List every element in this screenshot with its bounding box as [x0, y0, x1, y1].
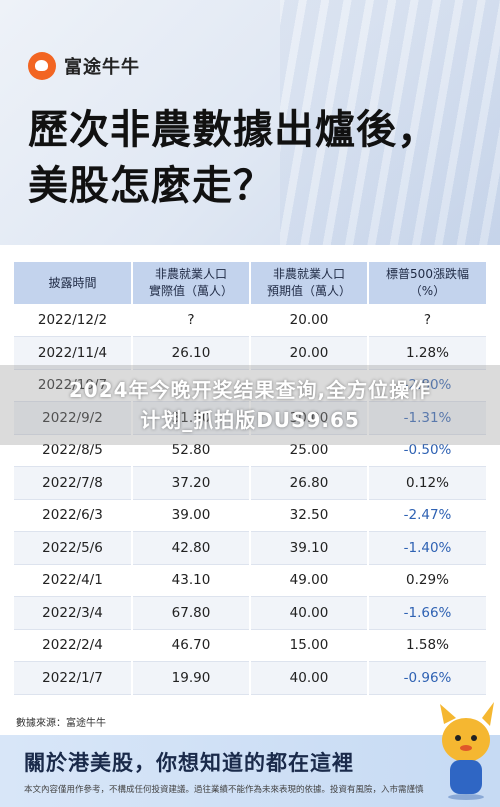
table-cell: -0.96% — [368, 661, 486, 695]
table-cell: 49.00 — [250, 564, 369, 597]
table-cell: 26.10 — [132, 336, 251, 370]
footer-title: 關於港美股，你想知道的都在這裡 — [24, 751, 354, 775]
table-cell: 39.00 — [132, 499, 251, 532]
table-row: 2022/4/1 43.10 49.00 0.29% — [14, 564, 486, 597]
table-row: 2022/5/6 42.80 39.10 -1.40% — [14, 531, 486, 565]
brand-name: 富途牛牛 — [64, 57, 140, 78]
table-cell: 2022/12/2 — [14, 304, 133, 337]
table-cell: 25.00 — [250, 434, 369, 467]
table-row: 2022/3/4 67.80 40.00 -1.66% — [14, 596, 486, 630]
table-cell: 2022/4/1 — [14, 564, 133, 597]
header-expected: 非農就業人口 預期值（萬人） — [250, 262, 369, 304]
table-cell: 2022/3/4 — [14, 596, 133, 630]
header-release-date: 披露時間 — [14, 262, 133, 304]
table-cell: 2022/1/7 — [14, 661, 133, 695]
table-row: 2022/7/8 37.20 26.80 0.12% — [14, 466, 486, 500]
table-cell: 30.00 — [250, 401, 369, 435]
table-cell: 43.10 — [132, 564, 251, 597]
table-cell: 40.00 — [250, 596, 369, 630]
table-cell: 42.80 — [132, 531, 251, 565]
table-cell: 2022/2/4 — [14, 629, 133, 662]
table-cell: 2022/8/5 — [14, 434, 133, 467]
table-cell: 2022/5/6 — [14, 531, 133, 565]
table-header-row: 披露時間 非農就業人口 實際值（萬人） 非農就業人口 預期值（萬人） 標普500漲跌… — [14, 262, 486, 304]
header-actual: 非農就業人口 實際值（萬人） — [132, 262, 251, 304]
table-cell: 1.28% — [368, 336, 486, 370]
table-cell: 46.70 — [132, 629, 251, 662]
table-cell: 2022/7/8 — [14, 466, 133, 500]
table-row: 2022/6/3 39.00 32.50 -2.47% — [14, 499, 486, 532]
watermark-overlay: 2024年今晚开奖结果查询,全方位操作 计划_抓拍版DUS9.65 — [0, 365, 500, 445]
table-row: 2022/10/7 -2.80% — [14, 369, 486, 402]
header-sp500-change: 標普500漲跌幅 （%） — [368, 262, 486, 304]
table-row: 2022/8/5 52.80 25.00 -0.50% — [14, 434, 486, 467]
table-cell: 2022/10/7 — [14, 369, 133, 402]
table-cell: 2022/9/2 — [14, 401, 133, 435]
brand-logo: 富途牛牛 — [28, 52, 140, 80]
table-row: 2022/2/4 46.70 15.00 1.58% — [14, 629, 486, 662]
table-cell: 1.58% — [368, 629, 486, 662]
table-cell: 67.80 — [132, 596, 251, 630]
table-cell: 40.00 — [250, 661, 369, 695]
table-cell: -1.40% — [368, 531, 486, 565]
table-cell: ? — [368, 304, 486, 337]
data-source-note: 數據來源：富途牛牛 — [16, 718, 106, 729]
watermark-line-1: 2024年今晚开奖结果查询,全方位操作 — [68, 378, 432, 402]
table-cell: 0.29% — [368, 564, 486, 597]
table-cell: 19.90 — [132, 661, 251, 695]
table-cell: 26.80 — [250, 466, 369, 500]
table-cell: -2.47% — [368, 499, 486, 532]
table-row: 2022/12/2? 20.00? — [14, 304, 486, 337]
futu-logo-icon — [28, 52, 56, 80]
table-cell: -1.66% — [368, 596, 486, 630]
table-cell: 32.50 — [250, 499, 369, 532]
table-cell: 37.20 — [132, 466, 251, 500]
watermark-line-2: 计划_抓拍版DUS9.65 — [140, 408, 360, 432]
footer-banner: 關於港美股，你想知道的都在這裡 本文內容僅用作參考，不構成任何投資建議。過往業績… — [0, 735, 500, 807]
table-cell: ? — [132, 304, 251, 337]
table-cell: -1.31% — [368, 401, 486, 435]
table-row: 2022/1/7 19.90 40.00 -0.96% — [14, 661, 486, 695]
table-cell: -2.80% — [368, 369, 486, 402]
mascot-icon — [440, 702, 494, 800]
table-cell: 20.00 — [250, 336, 369, 370]
table-cell: 2022/11/4 — [14, 336, 133, 370]
table-row: 2022/11/4 26.10 20.00 1.28% — [14, 336, 486, 370]
table-cell — [250, 369, 369, 402]
table-cell: 31.50 — [132, 401, 251, 435]
table-cell: 2022/6/3 — [14, 499, 133, 532]
headline-line-2: 美股怎麼走？ — [28, 162, 274, 209]
table-cell: 52.80 — [132, 434, 251, 467]
table-cell — [132, 369, 251, 402]
table-cell: 39.10 — [250, 531, 369, 565]
table-row: 2022/9/2 31.50 30.00 -1.31% — [14, 401, 486, 435]
table-cell: 20.00 — [250, 304, 369, 337]
header-banner: 富途牛牛 歷次非農數據出爐後， 美股怎麼走？ — [0, 0, 500, 245]
nonfarm-table: 披露時間 非農就業人口 實際值（萬人） 非農就業人口 預期值（萬人） 標普500漲跌… — [14, 262, 486, 695]
disclaimer-text: 本文內容僅用作參考，不構成任何投資建議。過往業績不能作為未來表現的依據。投資有風… — [24, 785, 424, 795]
table-cell: 0.12% — [368, 466, 486, 500]
table-cell: 15.00 — [250, 629, 369, 662]
table-cell: -0.50% — [368, 434, 486, 467]
headline-line-1: 歷次非農數據出爐後， — [28, 106, 438, 153]
